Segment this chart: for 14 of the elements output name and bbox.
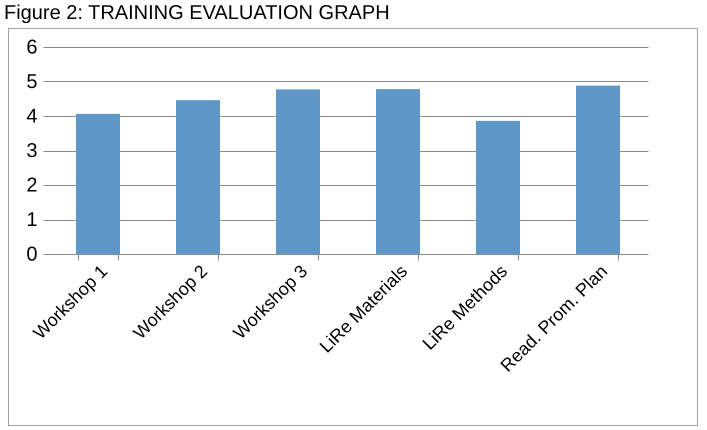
y-tick-label: 0 bbox=[26, 244, 38, 266]
bar bbox=[576, 86, 620, 254]
bar bbox=[476, 120, 520, 254]
bar bbox=[176, 100, 220, 254]
y-tick-label: 4 bbox=[26, 106, 38, 128]
y-tick-label: 3 bbox=[26, 140, 38, 162]
y-tick-label: 2 bbox=[26, 174, 38, 196]
bar bbox=[76, 114, 120, 254]
bar bbox=[276, 89, 320, 254]
y-tick-label: 1 bbox=[26, 209, 38, 231]
y-tick-label: 6 bbox=[26, 36, 38, 58]
chart-title: Figure 2: TRAINING EVALUATION GRAPH bbox=[3, 1, 391, 26]
bar bbox=[376, 89, 420, 254]
y-tick-label: 5 bbox=[26, 71, 38, 93]
